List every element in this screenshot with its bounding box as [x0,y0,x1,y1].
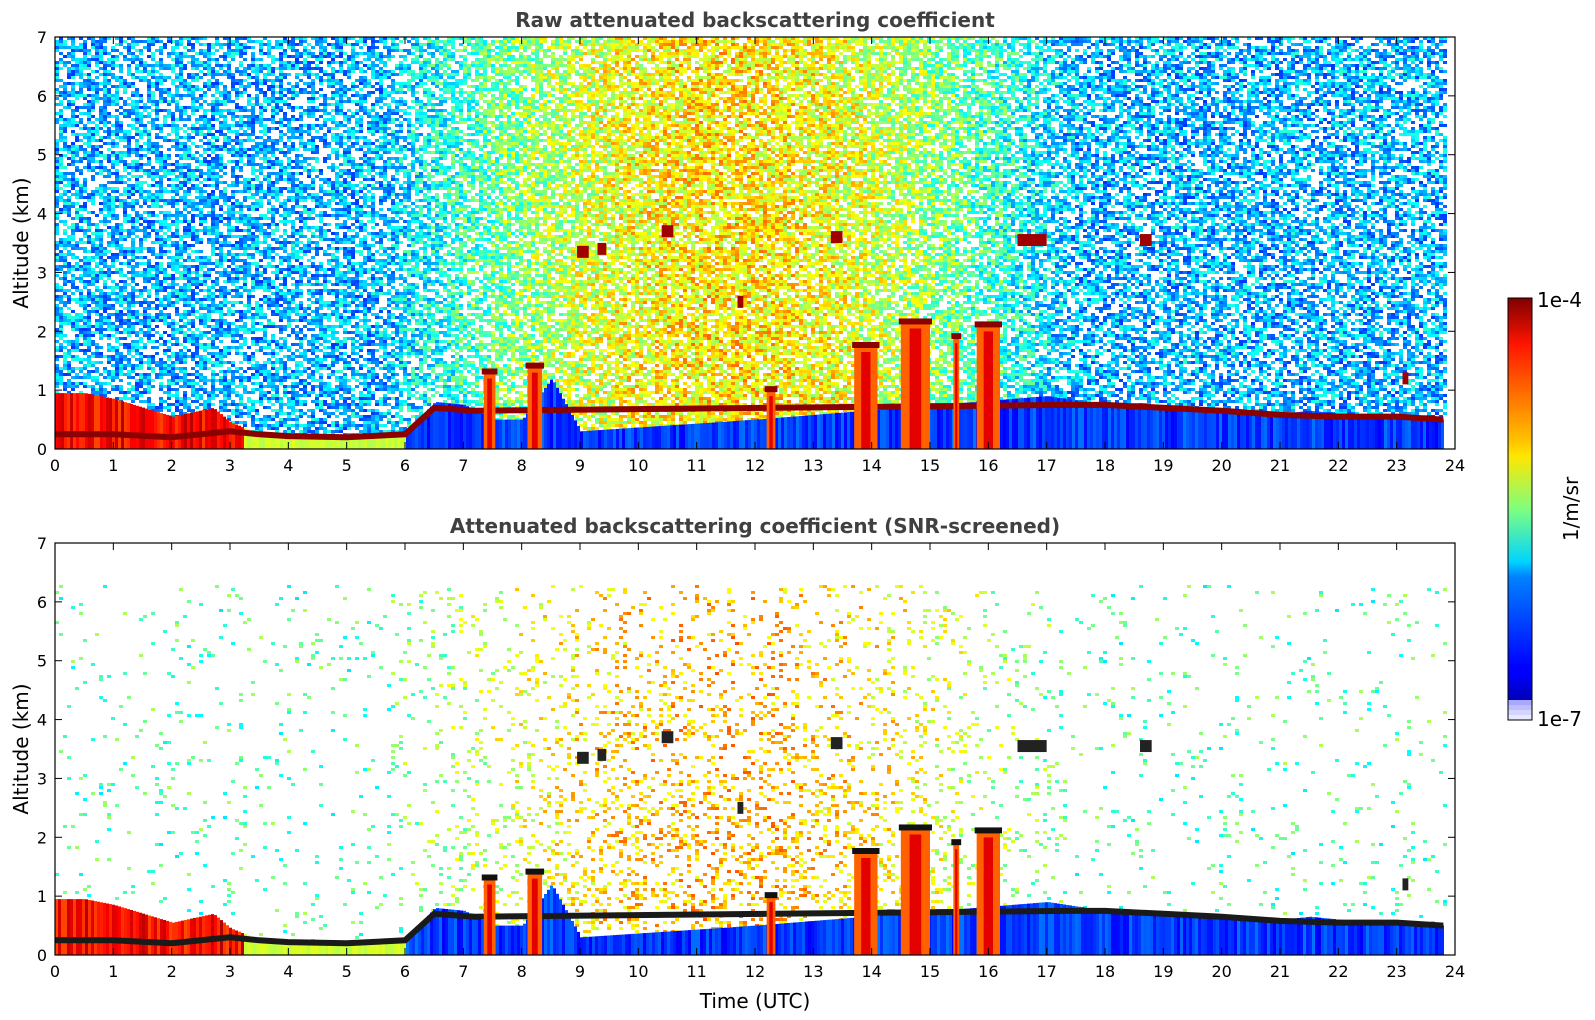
y-tick-label: 2 [37,828,47,847]
colorbar-unit-label: 1/m/sr [1559,476,1583,541]
x-tick-label: 16 [978,456,998,475]
panel-raw-ylabel: Altitude (km) [9,177,33,308]
x-tick-label: 1 [108,456,118,475]
x-tick-label: 18 [1095,456,1115,475]
x-tick-label: 12 [745,456,765,475]
y-tick-label: 0 [37,440,47,459]
x-tick-label: 4 [283,962,293,981]
colorbar-max-label: 1e-4 [1537,288,1582,312]
x-tick-label: 14 [861,962,881,981]
x-tick-label: 23 [1386,962,1406,981]
colorbar: 1e-4 1e-7 1/m/sr [1507,288,1583,731]
x-tick-label: 13 [803,456,823,475]
y-tick-label: 6 [37,593,47,612]
y-tick-label: 4 [37,711,47,730]
x-tick-label: 19 [1153,456,1173,475]
plot-area-raw [55,37,1447,449]
panel-screened: Attenuated backscattering coefficient (S… [9,514,1465,1013]
x-tick-label: 22 [1328,962,1348,981]
x-tick-label: 23 [1386,456,1406,475]
x-tick-label: 21 [1270,962,1290,981]
x-tick-label: 9 [575,962,585,981]
x-tick-label: 7 [458,456,468,475]
x-tick-label: 4 [283,456,293,475]
x-tick-label: 2 [167,456,177,475]
y-tick-label: 3 [37,769,47,788]
y-tick-label: 1 [37,887,47,906]
y-tick-label: 5 [37,652,47,671]
x-tick-label: 7 [458,962,468,981]
x-tick-label: 19 [1153,962,1173,981]
y-tick-label: 5 [37,146,47,165]
y-tick-label: 3 [37,263,47,282]
x-tick-label: 10 [628,962,648,981]
x-tick-label: 20 [1211,456,1231,475]
panel-screened-xlabel: Time (UTC) [699,989,811,1013]
x-tick-label: 21 [1270,456,1290,475]
x-tick-label: 20 [1211,962,1231,981]
y-tick-label: 4 [37,205,47,224]
x-tick-label: 24 [1445,456,1465,475]
x-tick-label: 15 [920,456,940,475]
panel-screened-title: Attenuated backscattering coefficient (S… [450,514,1060,538]
x-tick-label: 11 [686,962,706,981]
x-tick-label: 11 [686,456,706,475]
x-tick-label: 1 [108,962,118,981]
x-tick-label: 3 [225,962,235,981]
x-tick-label: 17 [1036,962,1056,981]
x-tick-label: 15 [920,962,940,981]
x-tick-label: 17 [1036,456,1056,475]
panel-screened-ylabel: Altitude (km) [9,683,33,814]
y-tick-label: 6 [37,87,47,106]
y-tick-label: 7 [37,28,47,47]
colorbar-low-band [1507,297,1533,721]
x-tick-label: 6 [400,962,410,981]
x-tick-label: 14 [861,456,881,475]
plot-area-screened [55,585,1447,955]
panel-raw-title: Raw attenuated backscattering coefficien… [515,8,995,32]
x-tick-label: 12 [745,962,765,981]
y-tick-label: 7 [37,534,47,553]
x-tick-label: 6 [400,456,410,475]
axis-ticks-raw: 0 1 2 3 4 5 6 7 8 9 10 11 12 13 14 15 16 17 18 19 20 21 22 23 24… [37,28,1465,475]
y-tick-label: 2 [37,322,47,341]
x-tick-label: 8 [517,962,527,981]
y-tick-label: 1 [37,381,47,400]
x-tick-label: 8 [517,456,527,475]
colorbar-gradient [1507,297,1533,721]
x-tick-label: 13 [803,962,823,981]
panel-raw: Raw attenuated backscattering coefficien… [9,8,1465,475]
x-tick-label: 0 [50,962,60,981]
x-tick-label: 16 [978,962,998,981]
axis-ticks-screened: 0 1 2 3 4 5 6 7 8 9 10 11 12 13 14 15 16 17 18 19 20 21 22 23 24… [37,534,1465,981]
x-tick-label: 9 [575,456,585,475]
x-tick-label: 18 [1095,962,1115,981]
x-tick-label: 5 [342,962,352,981]
x-tick-label: 22 [1328,456,1348,475]
x-tick-label: 0 [50,456,60,475]
x-tick-label: 3 [225,456,235,475]
x-tick-label: 10 [628,456,648,475]
colorbar-min-label: 1e-7 [1537,707,1582,731]
x-tick-label: 2 [167,962,177,981]
y-tick-label: 0 [37,946,47,965]
x-tick-label: 24 [1445,962,1465,981]
x-tick-label: 5 [342,456,352,475]
